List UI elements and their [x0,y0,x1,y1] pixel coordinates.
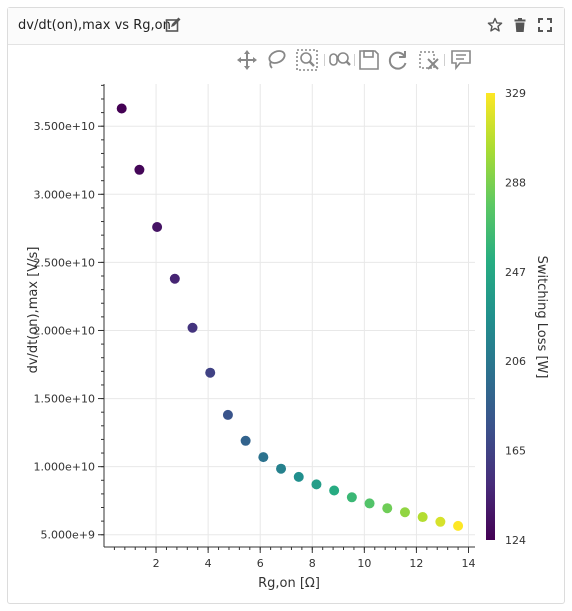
colorbar-tick-label: 288 [505,176,526,189]
x-tick-label: 2 [153,557,160,570]
hover-tool[interactable] [450,49,472,71]
pan-tool[interactable] [236,49,258,71]
scatter-point [258,452,269,463]
y-tick-label: 1.000e+10 [34,461,95,474]
colorbar: 124 165 206 247 288 329 [486,87,526,547]
lasso-select-tool[interactable] [265,49,287,71]
scatter-point [399,507,410,518]
lasso-icon [268,50,286,69]
toolbar-divider [324,54,325,66]
scatter-point [169,273,180,284]
scatter-point [134,164,145,175]
chart-card: dv/dt(on),max vs Rg,on [7,7,565,604]
scatter-point [293,471,304,482]
move-arrows-icon [237,50,257,70]
card-header: dv/dt(on),max vs Rg,on [8,8,564,45]
scatter-point [187,322,198,333]
y-tick-label: 2.000e+10 [34,324,95,337]
scatter-points [116,103,464,531]
y-axis: 5.000e+9 1.000e+10 1.500e+10 2.000e+10 2.500… [34,84,104,542]
toolbar-divider [444,54,445,66]
colorbar-tick-label: 124 [505,534,526,547]
scatter-point [116,103,127,114]
star-icon[interactable] [487,17,503,33]
scatter-point [453,520,464,531]
plot-frame [103,84,475,548]
wheel-zoom-tool[interactable] [329,49,351,71]
y-tick-label: 3.000e+10 [34,188,95,201]
hover-tooltip-icon [451,50,471,71]
scatter-point [382,503,393,514]
colorbar-tick-label: 165 [505,445,526,458]
y-tick-label: 1.500e+10 [34,393,95,406]
wheel-zoom-icon [329,52,351,66]
x-tick-label: 8 [309,557,316,570]
trash-icon[interactable] [512,17,528,33]
colorbar-tick-label: 329 [505,87,526,100]
pencil-edit-icon[interactable] [165,17,181,33]
reset-icon [388,51,407,70]
y-axis-label: dv/dt(on),max [V/s] [26,247,41,374]
y-tick-label: 2.500e+10 [34,256,95,269]
scatter-point [364,498,375,509]
card-title: dv/dt(on),max vs Rg,on [18,18,171,33]
scatter-point [222,409,233,420]
x-tick-label: 14 [461,557,475,570]
reset-tool[interactable] [387,49,409,71]
scatter-point [311,479,322,490]
toolbar-divider [354,54,355,66]
x-axis-label: Rg,on [Ω] [258,576,320,591]
x-axis: 2 4 6 8 10 12 14 [113,547,475,570]
x-tick-label: 6 [257,557,264,570]
y-tick-label: 3.500e+10 [34,120,95,133]
colorbar-tick-label: 247 [505,266,526,279]
colorbar-tick-label: 206 [505,355,526,368]
fullscreen-icon[interactable] [537,17,553,33]
clear-icon [419,51,439,70]
colorbar-gradient [486,93,495,540]
scatter-point [276,463,287,474]
floppy-save-icon [359,50,379,70]
scatter-point [329,485,340,496]
save-tool[interactable] [358,49,380,71]
scatter-point [346,492,357,503]
x-tick-label: 10 [357,557,371,570]
scatter-point [205,367,216,378]
colorbar-label: Switching Loss [W] [534,256,549,379]
box-zoom-tool[interactable] [296,49,318,71]
y-tick-label: 5.000e+9 [41,529,95,542]
scatter-point [435,516,446,527]
box-zoom-icon [296,49,318,71]
scatter-point [417,512,428,523]
x-tick-label: 12 [409,557,423,570]
scatter-point [152,221,163,232]
scatter-point [240,435,251,446]
clear-selection-tool[interactable] [418,49,440,71]
x-tick-label: 4 [205,557,212,570]
